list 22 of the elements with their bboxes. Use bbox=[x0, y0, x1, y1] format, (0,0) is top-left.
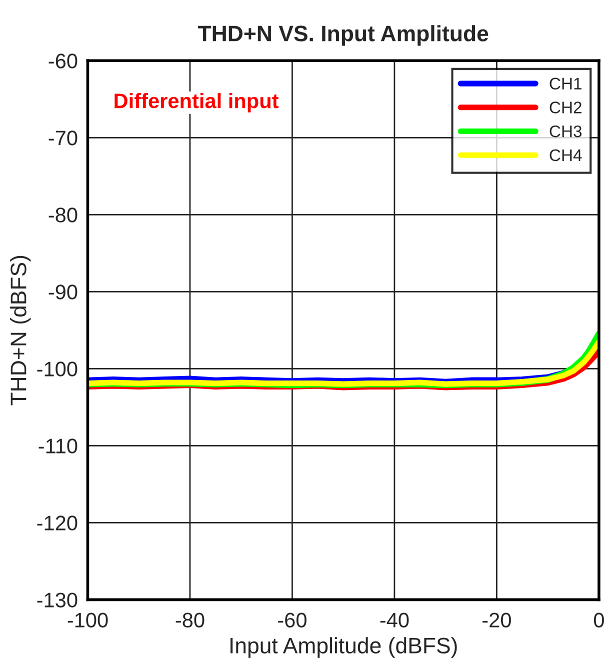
x-tick-label: -100 bbox=[68, 612, 108, 628]
legend-label: CH1 bbox=[550, 78, 582, 90]
y-tick-label: -130 bbox=[37, 592, 78, 608]
y-axis-title: THD+N (dBFS) bbox=[10, 256, 31, 406]
y-tick-label: -70 bbox=[48, 130, 78, 146]
y-tick-label: -80 bbox=[48, 208, 78, 222]
y-tick-label: -60 bbox=[48, 54, 78, 68]
x-axis-title: Input Amplitude (dBFS) bbox=[230, 637, 457, 658]
y-tick-label: -110 bbox=[38, 438, 78, 454]
x-tick-label: -80 bbox=[176, 612, 204, 628]
x-tick-label: -20 bbox=[482, 612, 511, 628]
y-tick-label: -120 bbox=[37, 516, 78, 530]
x-tick-label: -60 bbox=[278, 612, 306, 628]
annotation: Differential input bbox=[114, 92, 279, 112]
legend-label: CH3 bbox=[550, 125, 582, 138]
y-tick-label: -90 bbox=[48, 284, 78, 300]
chart-title: THD+N VS. Input Amplitude bbox=[198, 25, 488, 46]
x-tick-label: -40 bbox=[380, 612, 409, 628]
legend-label: CH2 bbox=[550, 102, 582, 114]
y-tick-label: -100 bbox=[37, 362, 78, 376]
x-tick-label: 0 bbox=[594, 612, 604, 628]
legend-label: CH4 bbox=[550, 149, 582, 162]
